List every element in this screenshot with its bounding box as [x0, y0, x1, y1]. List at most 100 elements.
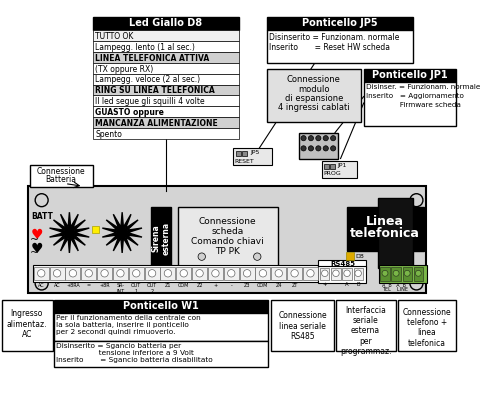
FancyBboxPatch shape	[346, 252, 353, 260]
Text: -: -	[335, 281, 337, 287]
Text: RESET: RESET	[234, 158, 254, 164]
Circle shape	[301, 136, 306, 141]
Text: ♥: ♥	[31, 228, 43, 242]
Circle shape	[164, 270, 172, 277]
Text: Disinser. = Funzionam. normale: Disinser. = Funzionam. normale	[366, 83, 481, 90]
Circle shape	[331, 136, 336, 141]
Text: OUT
1: OUT 1	[131, 284, 142, 294]
FancyBboxPatch shape	[93, 63, 239, 74]
Circle shape	[323, 146, 328, 151]
Text: scheda: scheda	[211, 227, 244, 236]
FancyBboxPatch shape	[129, 267, 144, 280]
FancyBboxPatch shape	[93, 74, 239, 85]
FancyBboxPatch shape	[287, 267, 302, 280]
Circle shape	[53, 270, 61, 277]
Circle shape	[316, 136, 321, 141]
FancyBboxPatch shape	[93, 41, 239, 52]
Text: Connessione: Connessione	[287, 75, 341, 84]
Text: Batteria: Batteria	[46, 175, 77, 184]
Text: 4 ingressi cablati: 4 ingressi cablati	[278, 103, 349, 112]
Text: Disinserito = Funzionam. normale: Disinserito = Funzionam. normale	[269, 33, 399, 42]
FancyBboxPatch shape	[320, 268, 330, 280]
Circle shape	[198, 253, 205, 260]
FancyBboxPatch shape	[402, 267, 412, 281]
Circle shape	[404, 270, 410, 276]
Circle shape	[212, 270, 219, 277]
FancyBboxPatch shape	[65, 267, 80, 280]
Circle shape	[291, 270, 298, 277]
FancyBboxPatch shape	[271, 300, 334, 351]
FancyBboxPatch shape	[151, 207, 171, 270]
FancyBboxPatch shape	[93, 85, 239, 96]
FancyBboxPatch shape	[93, 117, 239, 128]
Text: Inserito   = Aggiornamento: Inserito = Aggiornamento	[366, 93, 464, 99]
FancyBboxPatch shape	[53, 300, 268, 313]
Circle shape	[253, 253, 261, 260]
Text: Connessione
linea seriale
RS485: Connessione linea seriale RS485	[278, 311, 327, 341]
Text: Z3: Z3	[244, 284, 250, 288]
FancyBboxPatch shape	[330, 164, 335, 169]
FancyBboxPatch shape	[160, 267, 175, 280]
Text: Connessione
telefono +
linea
telefonica: Connessione telefono + linea telefonica	[402, 307, 451, 348]
Circle shape	[259, 270, 267, 277]
FancyBboxPatch shape	[240, 267, 254, 280]
FancyBboxPatch shape	[379, 265, 427, 284]
FancyBboxPatch shape	[93, 96, 239, 107]
FancyBboxPatch shape	[380, 267, 390, 281]
Text: RS485: RS485	[330, 261, 355, 267]
FancyBboxPatch shape	[324, 164, 329, 169]
Text: LINEA TELEFONICA ATTIVA: LINEA TELEFONICA ATTIVA	[96, 53, 209, 63]
Text: A  B   A  B: A B A B	[382, 283, 406, 288]
Text: ♥: ♥	[31, 242, 43, 256]
FancyBboxPatch shape	[303, 267, 318, 280]
Text: Connessione: Connessione	[37, 167, 86, 176]
Text: Z2: Z2	[197, 284, 203, 288]
FancyBboxPatch shape	[176, 267, 191, 280]
FancyBboxPatch shape	[299, 132, 338, 158]
Text: Disinserito = Sgancio batteria per
                  tensione inferiore a 9 Volt: Disinserito = Sgancio batteria per tensi…	[56, 343, 213, 363]
Text: AC: AC	[54, 284, 60, 288]
FancyBboxPatch shape	[81, 267, 96, 280]
Circle shape	[133, 270, 140, 277]
Polygon shape	[50, 212, 89, 253]
FancyBboxPatch shape	[398, 300, 456, 351]
Circle shape	[148, 270, 156, 277]
Text: di espansione: di espansione	[285, 94, 343, 103]
FancyBboxPatch shape	[353, 268, 363, 280]
Circle shape	[117, 270, 124, 277]
FancyBboxPatch shape	[53, 313, 268, 341]
FancyBboxPatch shape	[93, 128, 239, 139]
Text: Linea: Linea	[366, 215, 404, 228]
Text: B: B	[356, 281, 360, 287]
Circle shape	[35, 277, 48, 290]
Text: +: +	[323, 281, 327, 287]
Text: -: -	[230, 284, 232, 288]
FancyBboxPatch shape	[271, 267, 286, 280]
FancyBboxPatch shape	[178, 207, 278, 270]
FancyBboxPatch shape	[343, 268, 351, 280]
Text: JP1: JP1	[338, 163, 347, 168]
Text: COM: COM	[257, 284, 269, 288]
Text: Per il funzionamento della centrale con
la sola batteria, inserire il ponticello: Per il funzionamento della centrale con …	[56, 315, 201, 335]
FancyBboxPatch shape	[34, 267, 49, 280]
FancyBboxPatch shape	[33, 265, 318, 281]
Circle shape	[410, 277, 423, 290]
Text: GUASTO oppure: GUASTO oppure	[96, 108, 164, 117]
FancyBboxPatch shape	[255, 267, 270, 280]
FancyBboxPatch shape	[331, 268, 341, 280]
Text: TEL    LINE: TEL LINE	[382, 287, 408, 292]
FancyBboxPatch shape	[364, 82, 456, 126]
Text: RING SU LINEA TELEFONICA: RING SU LINEA TELEFONICA	[96, 86, 215, 95]
Circle shape	[307, 270, 314, 277]
Polygon shape	[102, 212, 142, 253]
FancyBboxPatch shape	[322, 161, 357, 178]
FancyBboxPatch shape	[318, 266, 366, 283]
Circle shape	[35, 194, 48, 207]
Circle shape	[38, 270, 45, 277]
Circle shape	[355, 270, 361, 277]
Text: Ponticello JP5: Ponticello JP5	[302, 18, 378, 28]
FancyBboxPatch shape	[364, 69, 456, 82]
Circle shape	[322, 270, 328, 277]
Text: Connessione: Connessione	[199, 217, 256, 226]
Text: Led Giallo D8: Led Giallo D8	[129, 18, 202, 28]
